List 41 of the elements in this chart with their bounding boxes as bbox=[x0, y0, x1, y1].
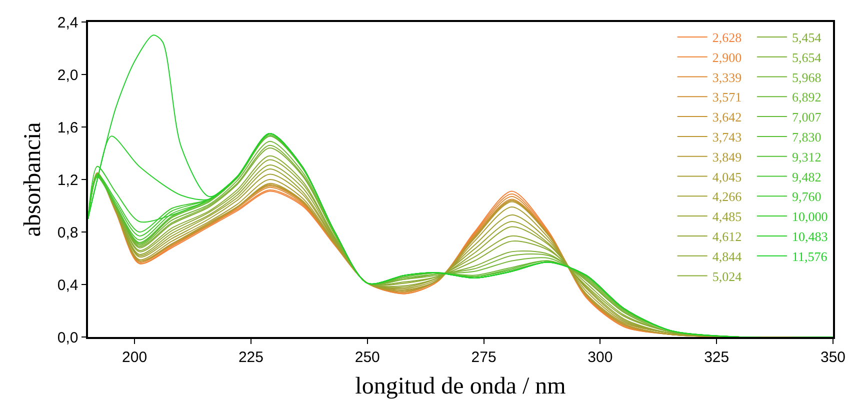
legend-label: 4,266 bbox=[712, 189, 742, 204]
legend-label: 4,844 bbox=[712, 248, 742, 264]
legend-label: 2,628 bbox=[712, 30, 742, 46]
legend-label: 3,743 bbox=[712, 130, 742, 145]
legend-label: 6,892 bbox=[792, 90, 822, 105]
x-axis-title: longitud de onda / nm bbox=[355, 374, 566, 400]
legend-label: 5,024 bbox=[712, 268, 742, 284]
legend-label: 4,612 bbox=[712, 229, 742, 244]
legend-label: 2,900 bbox=[712, 50, 742, 65]
x-tick-label: 300 bbox=[588, 348, 613, 366]
legend-label: 4,045 bbox=[712, 169, 742, 184]
legend-label: 10,000 bbox=[792, 209, 828, 224]
legend-label: 11,576 bbox=[792, 248, 828, 264]
legend-label: 5,454 bbox=[792, 30, 822, 46]
y-tick-label: 0,4 bbox=[57, 276, 78, 294]
legend-label: 7,830 bbox=[792, 130, 822, 145]
y-tick-label: 0,0 bbox=[57, 329, 78, 346]
legend-label: 3,571 bbox=[712, 90, 742, 105]
x-tick-label: 275 bbox=[471, 348, 496, 366]
legend-label: 9,312 bbox=[792, 149, 822, 164]
y-tick-label: 1,6 bbox=[57, 119, 78, 136]
legend-label: 10,483 bbox=[792, 229, 828, 244]
legend-label: 7,007 bbox=[792, 110, 822, 125]
x-tick-label: 200 bbox=[122, 348, 148, 366]
legend-label: 9,760 bbox=[792, 189, 822, 204]
legend-label: 9,482 bbox=[792, 169, 822, 184]
y-tick-label: 0,8 bbox=[57, 224, 78, 242]
legend-label: 5,654 bbox=[792, 50, 822, 65]
legend-label: 5,968 bbox=[792, 70, 822, 85]
legend-label: 3,339 bbox=[712, 70, 742, 85]
x-tick-label: 250 bbox=[354, 348, 380, 366]
x-tick-label: 350 bbox=[820, 348, 846, 366]
y-axis-title: absorbancia bbox=[20, 122, 46, 237]
legend-label: 3,849 bbox=[712, 149, 742, 164]
y-tick-label: 2,4 bbox=[57, 14, 78, 32]
legend-label: 4,485 bbox=[712, 209, 742, 224]
y-tick-label: 2,0 bbox=[57, 66, 78, 84]
legend-label: 3,642 bbox=[712, 110, 742, 125]
x-tick-label: 225 bbox=[238, 348, 264, 366]
x-tick-label: 325 bbox=[704, 348, 730, 366]
y-tick-label: 1,2 bbox=[57, 172, 78, 189]
